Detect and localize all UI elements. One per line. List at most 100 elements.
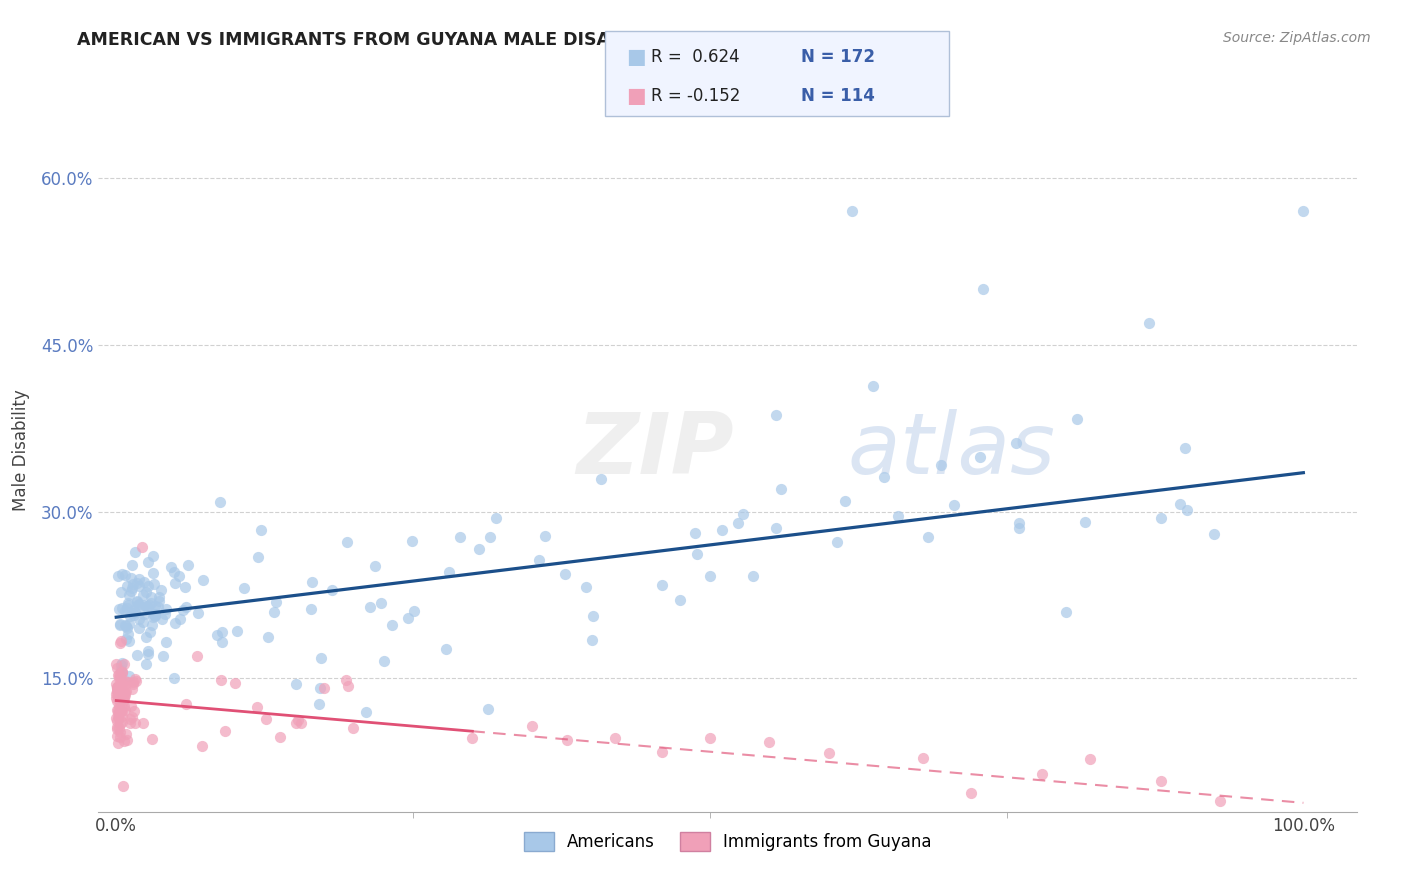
Point xyxy=(114,684,136,698)
Point xyxy=(264,595,287,609)
Point xyxy=(132,615,155,629)
Point xyxy=(1168,497,1191,511)
Point xyxy=(174,697,197,711)
Point xyxy=(107,714,129,728)
Point xyxy=(105,685,128,699)
Point xyxy=(1007,521,1029,535)
Point xyxy=(138,579,160,593)
Point xyxy=(765,521,787,535)
Point xyxy=(246,700,269,714)
Point xyxy=(107,699,129,714)
Point xyxy=(112,698,135,713)
Point xyxy=(150,612,173,626)
Point xyxy=(478,531,501,545)
Point xyxy=(765,408,787,422)
Point xyxy=(917,531,939,545)
Point xyxy=(121,709,143,723)
Point xyxy=(211,624,233,639)
Point xyxy=(312,681,335,695)
Point xyxy=(111,666,134,681)
Point xyxy=(1175,502,1198,516)
Point xyxy=(115,601,138,615)
Point xyxy=(111,683,134,698)
Point xyxy=(285,677,308,691)
Point xyxy=(931,458,953,472)
Point xyxy=(112,734,135,748)
Point xyxy=(152,648,174,663)
Point xyxy=(114,568,136,582)
Point xyxy=(115,579,138,593)
Point xyxy=(557,733,579,747)
Text: ■: ■ xyxy=(626,47,645,67)
Point xyxy=(105,720,128,734)
Point xyxy=(111,665,134,679)
Point xyxy=(121,607,143,621)
Point xyxy=(107,706,129,720)
Text: N = 114: N = 114 xyxy=(801,87,876,105)
Text: ■: ■ xyxy=(626,87,645,106)
Point xyxy=(128,572,150,586)
Point xyxy=(370,596,392,610)
Point xyxy=(115,618,138,632)
Point xyxy=(141,618,163,632)
Legend: Americans, Immigrants from Guyana: Americans, Immigrants from Guyana xyxy=(517,825,938,857)
Point xyxy=(124,603,146,617)
Point xyxy=(111,704,134,718)
Point xyxy=(699,731,721,745)
Point xyxy=(336,679,359,693)
Point xyxy=(669,593,692,607)
Point xyxy=(128,621,150,635)
Point xyxy=(105,723,128,737)
Point xyxy=(172,603,194,617)
Text: Source: ZipAtlas.com: Source: ZipAtlas.com xyxy=(1223,31,1371,45)
Point xyxy=(887,508,910,523)
Point xyxy=(107,702,129,716)
Point xyxy=(381,618,404,632)
Point xyxy=(269,730,291,744)
Point xyxy=(148,593,170,607)
Point xyxy=(233,581,256,595)
Point xyxy=(309,650,332,665)
Point xyxy=(165,616,187,631)
Point xyxy=(520,719,543,733)
Point xyxy=(110,634,132,648)
Point xyxy=(121,674,143,689)
Point xyxy=(107,680,129,694)
Point xyxy=(111,665,134,679)
Point xyxy=(107,690,129,704)
Point xyxy=(125,673,148,688)
Point xyxy=(125,595,148,609)
Point xyxy=(111,656,134,670)
Point xyxy=(124,608,146,623)
Point xyxy=(114,674,136,689)
Point xyxy=(108,694,131,708)
Text: R = -0.152: R = -0.152 xyxy=(651,87,741,105)
Point xyxy=(120,583,142,598)
Point xyxy=(110,673,132,687)
Point xyxy=(112,687,135,701)
Point xyxy=(247,550,270,565)
Point xyxy=(117,674,139,689)
Point xyxy=(401,534,423,549)
Point xyxy=(117,598,139,612)
Point xyxy=(1150,511,1173,525)
Text: atlas: atlas xyxy=(848,409,1054,492)
Point xyxy=(105,657,128,671)
Point xyxy=(110,703,132,717)
Point xyxy=(105,680,128,694)
Point xyxy=(136,647,159,661)
Point xyxy=(107,709,129,723)
Point xyxy=(299,602,322,616)
Point xyxy=(117,596,139,610)
Point xyxy=(114,689,136,703)
Point xyxy=(191,739,214,754)
Point xyxy=(402,604,425,618)
Point xyxy=(163,575,186,590)
Point xyxy=(125,594,148,608)
Point xyxy=(110,692,132,706)
Point xyxy=(449,530,471,544)
Point xyxy=(107,706,129,721)
Point xyxy=(1005,435,1028,450)
Point xyxy=(105,676,128,690)
Point xyxy=(107,568,129,582)
